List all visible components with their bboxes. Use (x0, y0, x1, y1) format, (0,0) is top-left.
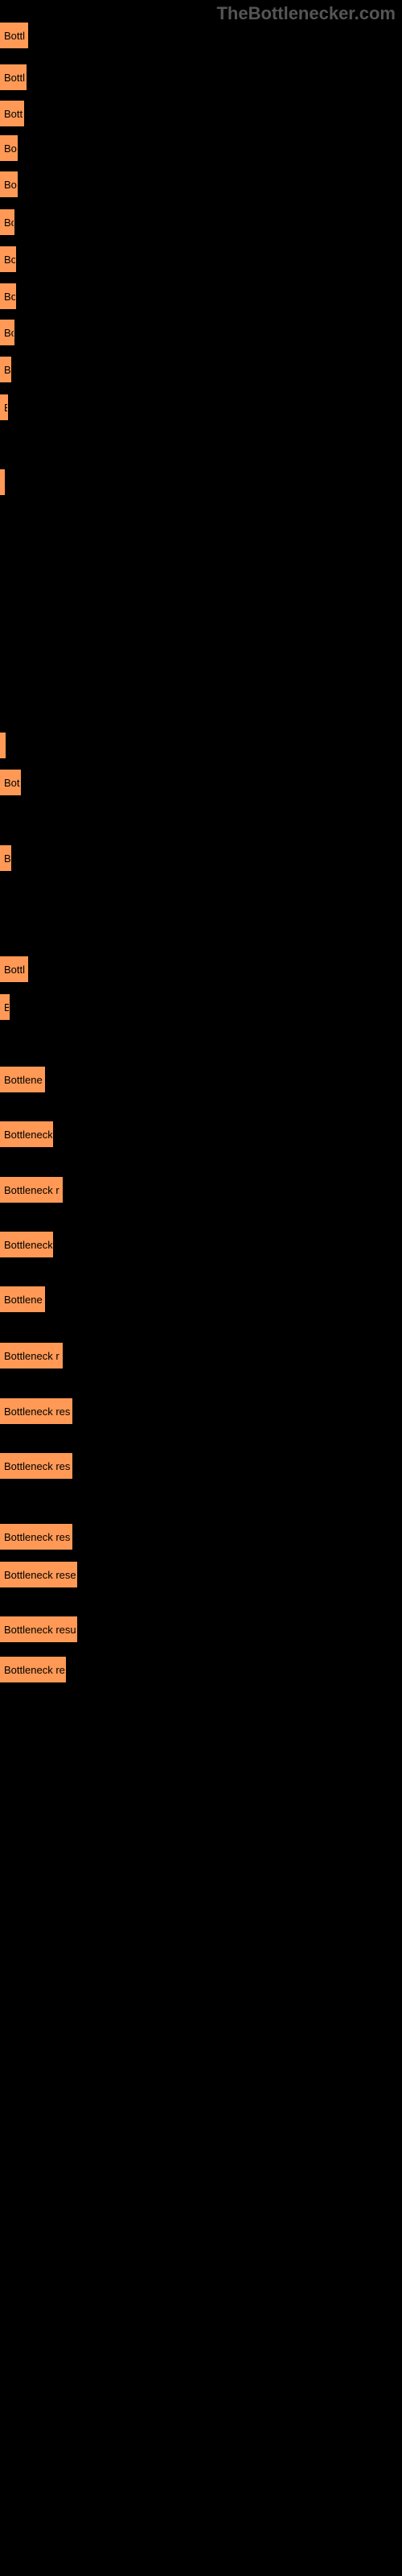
bar-label: Bottleneck res (4, 1531, 70, 1543)
bar-row: Bottleneck r (0, 1343, 63, 1368)
bar-label: Bottleneck res (4, 1406, 70, 1418)
bar-label: Bo (4, 327, 14, 339)
bar-row: Bottleneck (0, 1121, 53, 1147)
bar-label: Bot (4, 777, 20, 789)
bar-label: Bottleneck rese (4, 1569, 76, 1581)
bar-label: Bottleneck r (4, 1184, 59, 1196)
bar-label: Bottl (4, 30, 25, 42)
bar: Bottleneck re (0, 1657, 66, 1682)
bar-row: Bo (0, 283, 16, 309)
bar-label: B (4, 852, 11, 865)
bar: Bottleneck (0, 1232, 53, 1257)
bar-row: Bo (0, 135, 18, 161)
bar-row: B (0, 357, 11, 382)
bar: Bottleneck (0, 1121, 53, 1147)
bar: Bo (0, 283, 16, 309)
bar-row: Bottleneck res (0, 1524, 72, 1550)
bar-label: Bott (4, 108, 23, 120)
bar-label: B (4, 1001, 10, 1013)
bar-label: Bo (4, 142, 17, 155)
bar-label: Bottlene (4, 1074, 43, 1086)
bar: Bottl (0, 956, 28, 982)
bar: Bo (0, 209, 14, 235)
bar-row: Bottleneck (0, 1232, 53, 1257)
bar: Bottleneck res (0, 1453, 72, 1479)
bar-label: Bottleneck res (4, 1460, 70, 1472)
bar-row: Bottl (0, 64, 27, 90)
bar: Bot (0, 770, 21, 795)
bar-label: Bottleneck (4, 1129, 53, 1141)
bar-row: B (0, 394, 8, 420)
bar-label: Bottleneck re (4, 1664, 65, 1676)
bar-label: Bo (4, 179, 17, 191)
bar-row: Bottl (0, 23, 28, 48)
bar-row: Bottleneck resu (0, 1616, 77, 1642)
bar: Bo (0, 246, 16, 272)
bar: Bottlene (0, 1286, 45, 1312)
bar: Bo (0, 171, 18, 197)
bar-label: Bo (4, 217, 14, 229)
bar (0, 469, 5, 495)
bar: B (0, 394, 8, 420)
bar: Bottlene (0, 1067, 45, 1092)
bar-row: Bott (0, 101, 24, 126)
bar: Bottleneck r (0, 1343, 63, 1368)
bar-row (0, 733, 6, 758)
bar-label: Bo (4, 254, 16, 266)
bar-row: Bottleneck rese (0, 1562, 77, 1587)
bar: Bottleneck res (0, 1398, 72, 1424)
bar-label: Bottleneck resu (4, 1624, 76, 1636)
bar: B (0, 994, 10, 1020)
bar-label: B (4, 364, 11, 376)
bar: Bottleneck r (0, 1177, 63, 1203)
bar-row: Bottl (0, 956, 28, 982)
bar-row: B (0, 994, 10, 1020)
bar: B (0, 845, 11, 871)
bar (0, 733, 6, 758)
bar-row: Bo (0, 171, 18, 197)
bar-label: B (4, 402, 8, 414)
bar: Bottleneck res (0, 1524, 72, 1550)
bar-row: Bottlene (0, 1067, 45, 1092)
bar: B (0, 357, 11, 382)
bar-label: Bottlene (4, 1294, 43, 1306)
bar: Bott (0, 101, 24, 126)
bar: Bottleneck rese (0, 1562, 77, 1587)
bar-label: Bottl (4, 964, 25, 976)
horizontal-bar-chart: Bottl Bottl Bott Bo Bo Bo Bo Bo Bo B B Bot B Bottl B Bo… (0, 0, 402, 2576)
bar-row (0, 469, 4, 495)
bar: Bottl (0, 23, 28, 48)
bar: Bo (0, 320, 14, 345)
bar-row: Bottleneck re (0, 1657, 66, 1682)
bar: Bottl (0, 64, 27, 90)
bar-row: Bot (0, 770, 21, 795)
bar-row: Bo (0, 320, 14, 345)
bar-row: Bottleneck res (0, 1398, 72, 1424)
bar-row: Bo (0, 246, 16, 272)
bar-label: Bo (4, 291, 16, 303)
bar-row: Bottleneck r (0, 1177, 63, 1203)
bar-row: Bottleneck res (0, 1453, 72, 1479)
bar: Bo (0, 135, 18, 161)
bar: Bottleneck resu (0, 1616, 77, 1642)
bar-label: Bottl (4, 72, 25, 84)
bar-label: Bottleneck (4, 1239, 53, 1251)
bar-row: B (0, 845, 11, 871)
bar-row: Bo (0, 209, 14, 235)
bar-row: Bottlene (0, 1286, 45, 1312)
bar-label: Bottleneck r (4, 1350, 59, 1362)
